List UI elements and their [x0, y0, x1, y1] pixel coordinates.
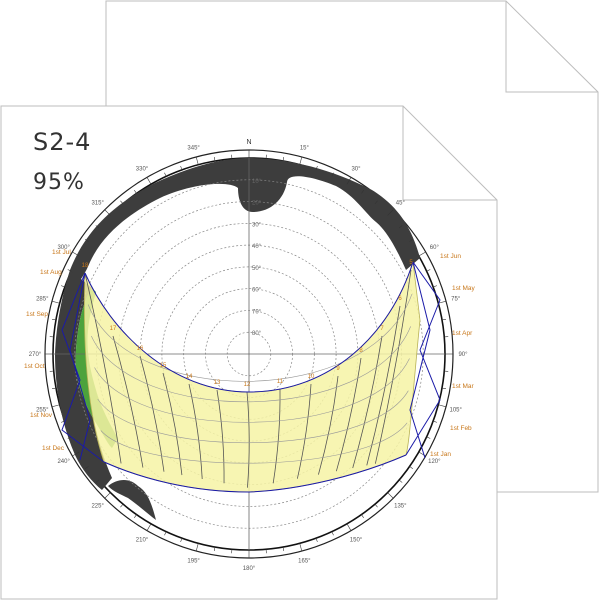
azimuth-label: 105° — [449, 407, 462, 413]
hour-label: 16 — [137, 346, 144, 352]
azimuth-label: 225° — [91, 503, 104, 509]
month-label: 1st Nov — [30, 412, 53, 419]
hour-label: 10 — [308, 374, 315, 380]
azimuth-label: 90° — [458, 352, 468, 358]
month-label: 1st Jan — [430, 451, 451, 458]
hour-label: 17 — [110, 326, 117, 332]
azimuth-label: 270° — [29, 352, 42, 358]
azimuth-label: 60° — [430, 245, 440, 251]
azimuth-label: 15° — [300, 145, 310, 151]
month-label: 1st Jun — [440, 253, 461, 260]
azimuth-label: 180° — [243, 566, 256, 572]
azimuth-label: 120° — [428, 459, 441, 465]
azimuth-label: 285° — [36, 297, 49, 303]
hour-label: 12 — [244, 382, 251, 388]
azimuth-label: 195° — [187, 559, 200, 565]
altitude-label: 20° — [252, 201, 262, 207]
altitude-label: 70° — [252, 309, 262, 315]
azimuth-label: 330° — [136, 167, 149, 173]
hour-label: 15 — [160, 363, 167, 369]
diagram-subtitle: 95% — [33, 170, 85, 195]
hour-label: 13 — [214, 380, 221, 386]
month-label: 1st Apr — [452, 330, 473, 337]
hour-label: 18 — [82, 263, 89, 269]
azimuth-label: 345° — [187, 145, 200, 151]
month-label: 1st Aug — [40, 269, 62, 276]
azimuth-label: 75° — [451, 297, 461, 303]
month-label: 1st Jul — [52, 249, 71, 256]
altitude-label: 60° — [252, 288, 262, 294]
azimuth-label: 315° — [91, 201, 104, 207]
month-label: 1st May — [452, 285, 476, 292]
altitude-label: 80° — [252, 331, 262, 337]
altitude-label: 40° — [252, 244, 262, 250]
hour-label: 14 — [186, 374, 193, 380]
azimuth-label: 210° — [136, 537, 149, 543]
azimuth-label: 165° — [298, 559, 311, 565]
month-label: 1st Dec — [42, 445, 65, 452]
azimuth-label: 45° — [396, 201, 406, 207]
month-label: 1st Sep — [26, 311, 48, 318]
month-label: 1st Mar — [452, 383, 475, 390]
diagram-title: S2-4 — [33, 128, 91, 156]
month-label: 1st Oct — [24, 363, 45, 370]
azimuth-label: 240° — [57, 459, 70, 465]
azimuth-label: 150° — [350, 537, 363, 543]
hour-label: 11 — [277, 379, 284, 385]
azimuth-label: 135° — [394, 503, 407, 509]
altitude-label: 50° — [252, 266, 262, 272]
month-label: 1st Feb — [450, 425, 472, 432]
altitude-label: 10° — [252, 179, 262, 185]
altitude-label: 30° — [252, 222, 262, 228]
north-label: N — [246, 139, 251, 146]
azimuth-label: 30° — [351, 167, 361, 173]
